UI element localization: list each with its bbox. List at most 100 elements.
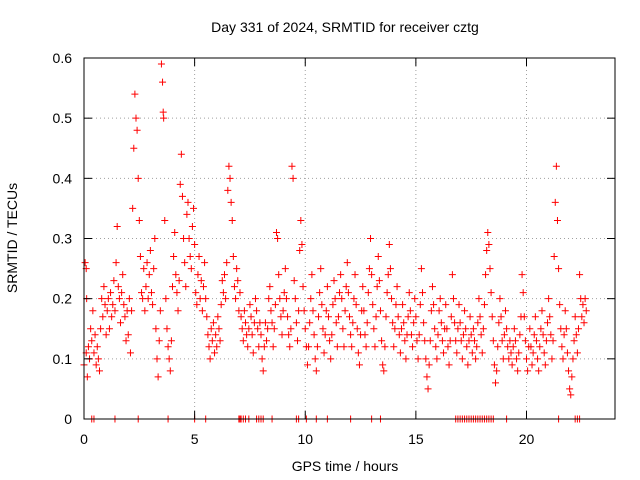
data-point [349,319,357,327]
data-point [184,198,192,206]
data-point [392,301,400,309]
data-point [286,343,294,351]
data-point [411,295,419,303]
data-point [214,313,222,321]
data-point [156,307,164,315]
data-point [140,265,148,273]
data-point [90,349,98,357]
data-point [216,337,224,345]
data-point [520,313,528,321]
data-point [322,307,330,315]
data-point [110,277,118,285]
data-point [581,295,589,303]
data-point [160,114,168,122]
data-point [497,313,505,321]
axis-ticks: 0 0.1 0.2 0.3 0.4 0.5 0.6 0 5 10 15 20 [53,50,615,447]
data-point [396,349,404,357]
data-point [98,295,106,303]
data-point [294,337,302,345]
data-point [165,355,173,363]
data-point [509,343,517,351]
data-point [391,325,399,333]
data-point [142,283,150,291]
data-point [426,337,434,345]
data-point [402,355,410,363]
data-point [199,283,207,291]
data-point [468,349,476,357]
data-point [234,277,242,285]
data-point [188,222,196,230]
data-point [580,319,588,327]
data-point [191,241,199,249]
data-point [105,325,113,333]
data-point [88,337,96,345]
data-point [285,331,293,339]
data-point [568,373,576,381]
data-point [540,349,548,357]
data-points [80,60,590,423]
data-point [425,361,433,369]
data-point [484,228,492,236]
data-point [92,361,100,369]
data-point [370,325,378,333]
data-point [249,349,257,357]
y-tick-label: 0 [64,411,72,427]
data-point [206,355,214,363]
data-point [317,265,325,273]
data-point [507,349,515,357]
data-point [278,331,286,339]
data-point [128,307,136,315]
data-point [547,331,555,339]
data-point [379,361,387,369]
data-point [312,367,320,375]
data-point [181,259,189,267]
data-point [132,114,140,122]
data-point [361,331,369,339]
data-point [81,259,89,267]
data-point [489,337,497,345]
data-point [410,319,418,327]
data-point [415,331,423,339]
data-point [321,331,329,339]
data-point [203,313,211,321]
data-point [174,307,182,315]
data-point [413,337,421,345]
data-point [538,307,546,315]
data-point [390,343,398,351]
x-tick-label: 10 [297,431,313,447]
data-point [483,247,491,255]
data-point [99,313,107,321]
data-point [239,337,247,345]
data-point [289,174,297,182]
data-point [237,313,245,321]
data-point [171,228,179,236]
data-point [233,265,241,273]
data-point [126,349,134,357]
data-point [579,301,587,309]
data-point [247,313,255,321]
data-point [578,313,586,321]
data-point [219,289,227,297]
data-point [496,295,504,303]
y-tick-label: 0.6 [53,50,73,66]
data-point [395,331,403,339]
data-point [198,307,206,315]
data-point [309,307,317,315]
data-point [503,325,511,333]
data-point [360,307,368,315]
data-point [371,343,379,351]
data-point [209,319,217,327]
data-point [134,174,142,182]
data-point [475,295,483,303]
data-point [376,307,384,315]
data-point [569,355,577,363]
data-point [419,289,427,297]
data-point [355,361,363,369]
data-point [479,325,487,333]
data-point [556,301,564,309]
data-point [373,283,381,291]
data-point [323,283,331,291]
data-point [424,385,432,393]
data-point [194,271,202,279]
data-point [204,331,212,339]
